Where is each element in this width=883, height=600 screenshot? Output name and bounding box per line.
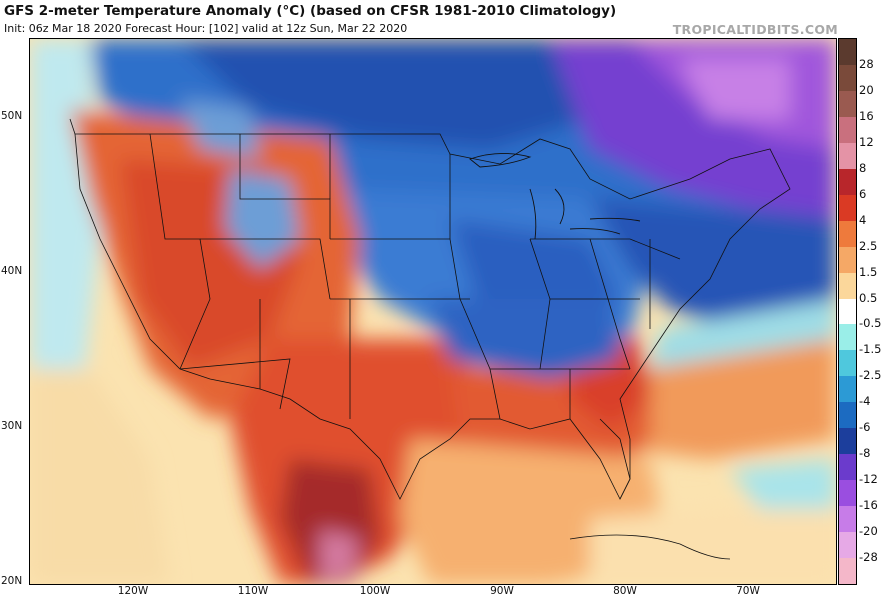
colorbar-label: 20: [859, 82, 874, 97]
colorbar-cell: [839, 454, 856, 481]
colorbar-cell: [839, 246, 856, 273]
coastlines-south: [569, 418, 731, 560]
colorbar-label: 12: [859, 134, 874, 149]
lon-label-100w: 100W: [359, 585, 391, 597]
colorbar-cell: [839, 506, 856, 533]
colorbar-cell: [839, 90, 856, 117]
colorbar-label: 4: [859, 212, 867, 227]
colorbar-label: -20: [859, 524, 878, 539]
colorbar-label: 8: [859, 160, 867, 175]
colorbar-label: 28: [859, 56, 874, 71]
colorbar-cell: [839, 142, 856, 169]
colorbar-label: 0.5: [859, 290, 878, 305]
source-credit: TROPICALTIDBITS.COM: [672, 22, 838, 37]
colorbar-label: 2.5: [859, 238, 878, 253]
colorbar-cell: [839, 480, 856, 507]
colorbar-label: 16: [859, 108, 874, 123]
colorbar-cell: [839, 298, 856, 325]
colorbar-cell: [839, 116, 856, 143]
colorbar-label: -1.5: [859, 342, 882, 357]
colorbar-label: -2.5: [859, 368, 882, 383]
colorbar-cell: [839, 376, 856, 403]
colorbar-cell: [839, 350, 856, 377]
colorbar-label: -4: [859, 394, 871, 409]
colorbar-cell: [839, 39, 856, 65]
colorbar-cell: [839, 64, 856, 91]
colorbar-cell: [839, 428, 856, 455]
lon-label-90w: 90W: [490, 585, 514, 597]
colorbar-cell: [839, 194, 856, 221]
lat-label-40n: 40N: [1, 265, 23, 277]
colorbar-label: -6: [859, 420, 871, 435]
colorbar-label: 6: [859, 186, 867, 201]
colorbar-label: 1.5: [859, 264, 878, 279]
forecast-subtitle: Init: 06z Mar 18 2020 Forecast Hour: [10…: [4, 22, 408, 35]
lat-label-30n: 30N: [1, 420, 23, 432]
lon-label-70w: 70W: [736, 585, 760, 597]
colorbar-cell: [839, 220, 856, 247]
colorbar-label: -0.5: [859, 316, 882, 331]
anomaly-field: [30, 39, 836, 584]
colorbar-cell: [839, 402, 856, 429]
lat-label-50n: 50N: [1, 110, 23, 122]
lon-label-80w: 80W: [613, 585, 637, 597]
colorbar-label: -28: [859, 550, 878, 565]
map-canvas: [30, 39, 836, 584]
lat-label-20n: 20N: [1, 575, 23, 587]
colorbar-label: -16: [859, 498, 878, 513]
colorbar-cell: [839, 324, 856, 351]
anomaly-map: [29, 38, 837, 585]
colorbar: [838, 38, 857, 585]
lon-label-120w: 120W: [117, 585, 149, 597]
colorbar-cell: [839, 532, 856, 559]
colorbar-label: -12: [859, 472, 878, 487]
colorbar-label: -8: [859, 446, 871, 461]
colorbar-cell: [839, 272, 856, 299]
colorbar-cell: [839, 558, 856, 585]
chart-title: GFS 2-meter Temperature Anomaly (°C) (ba…: [4, 3, 617, 19]
great-lakes: [469, 153, 641, 240]
colorbar-cell: [839, 168, 856, 195]
lon-label-110w: 110W: [237, 585, 269, 597]
